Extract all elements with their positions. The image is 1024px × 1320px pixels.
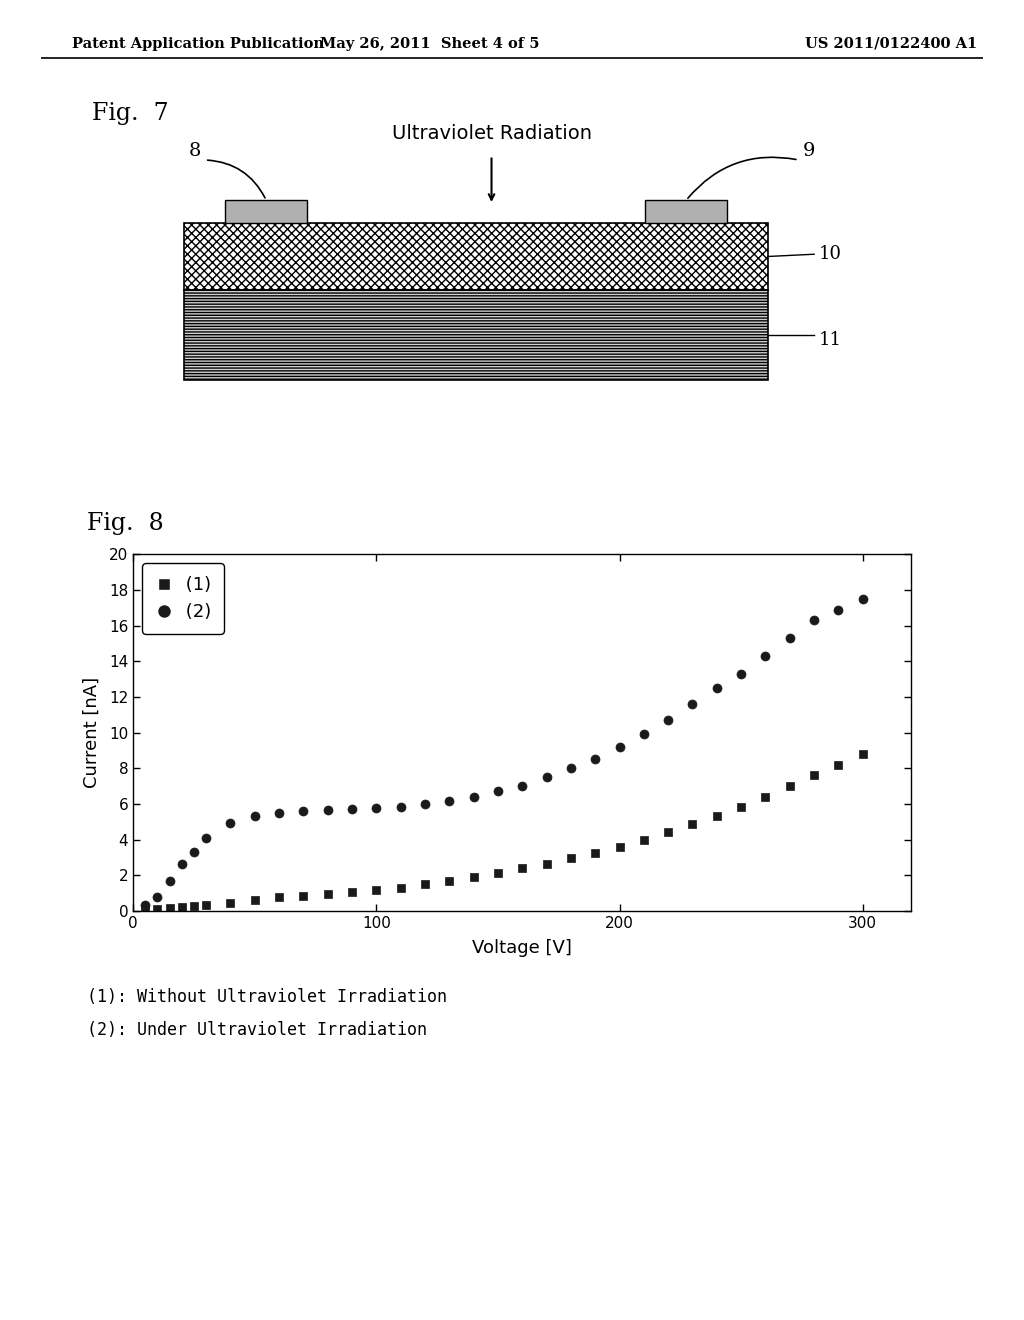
Legend:  (1),  (2): (1), (2) [142, 564, 224, 634]
Text: (2): Under Ultraviolet Irradiation: (2): Under Ultraviolet Irradiation [87, 1020, 427, 1039]
Bar [184, 290, 768, 380]
Bar [184, 223, 768, 290]
Text: (1): Without Ultraviolet Irradiation: (1): Without Ultraviolet Irradiation [87, 987, 447, 1006]
Text: US 2011/0122400 A1: US 2011/0122400 A1 [805, 37, 977, 50]
Y-axis label: Current [nA]: Current [nA] [83, 677, 100, 788]
Text: Fig.  8: Fig. 8 [87, 512, 164, 535]
X-axis label: Voltage [V]: Voltage [V] [472, 939, 572, 957]
Text: Ultraviolet Radiation: Ultraviolet Radiation [391, 124, 592, 143]
Text: 11: 11 [819, 330, 842, 348]
Bar [645, 201, 727, 223]
Text: Patent Application Publication: Patent Application Publication [72, 37, 324, 50]
Text: Fig.  7: Fig. 7 [92, 102, 169, 124]
Text: 9: 9 [803, 143, 815, 160]
Text: 8: 8 [188, 143, 201, 160]
Text: May 26, 2011  Sheet 4 of 5: May 26, 2011 Sheet 4 of 5 [321, 37, 540, 50]
Bar [225, 201, 307, 223]
Text: 10: 10 [819, 246, 842, 263]
